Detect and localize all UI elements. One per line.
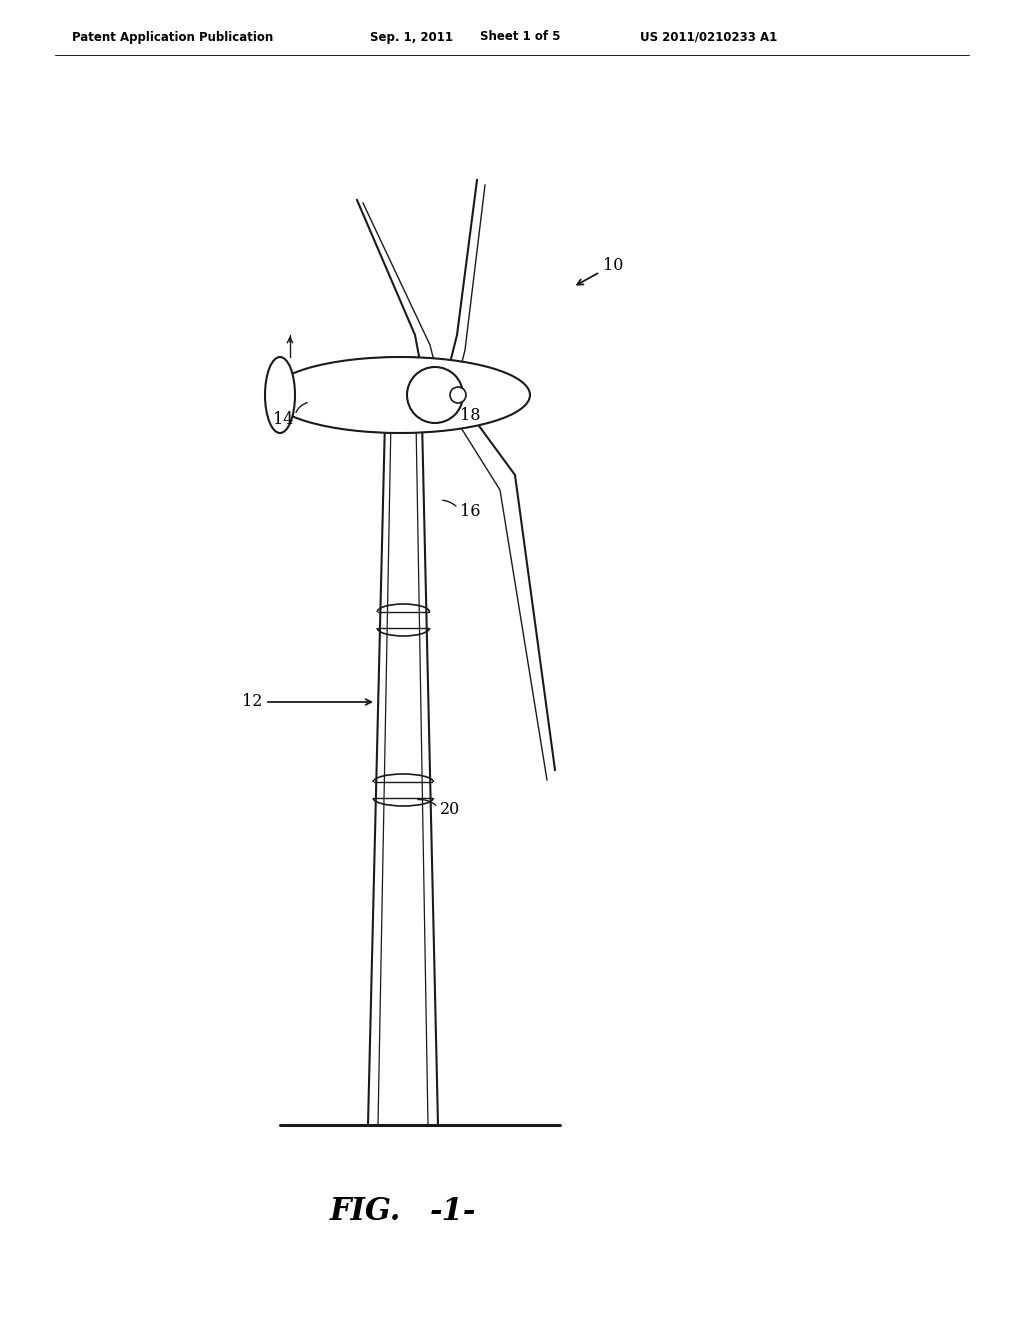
Text: 14: 14: [272, 412, 293, 429]
Text: 20: 20: [440, 801, 460, 818]
Text: 16: 16: [460, 503, 480, 520]
Circle shape: [450, 387, 466, 403]
Text: Patent Application Publication: Patent Application Publication: [72, 30, 273, 44]
Text: Sep. 1, 2011: Sep. 1, 2011: [370, 30, 453, 44]
Text: 18: 18: [460, 407, 480, 424]
Text: US 2011/0210233 A1: US 2011/0210233 A1: [640, 30, 777, 44]
Text: Sheet 1 of 5: Sheet 1 of 5: [480, 30, 560, 44]
Ellipse shape: [265, 356, 295, 433]
Circle shape: [407, 367, 463, 422]
Text: -1-: -1-: [430, 1196, 476, 1228]
Text: 12: 12: [242, 693, 262, 710]
Text: FIG.: FIG.: [330, 1196, 401, 1228]
Ellipse shape: [270, 356, 530, 433]
Text: 10: 10: [603, 256, 624, 273]
